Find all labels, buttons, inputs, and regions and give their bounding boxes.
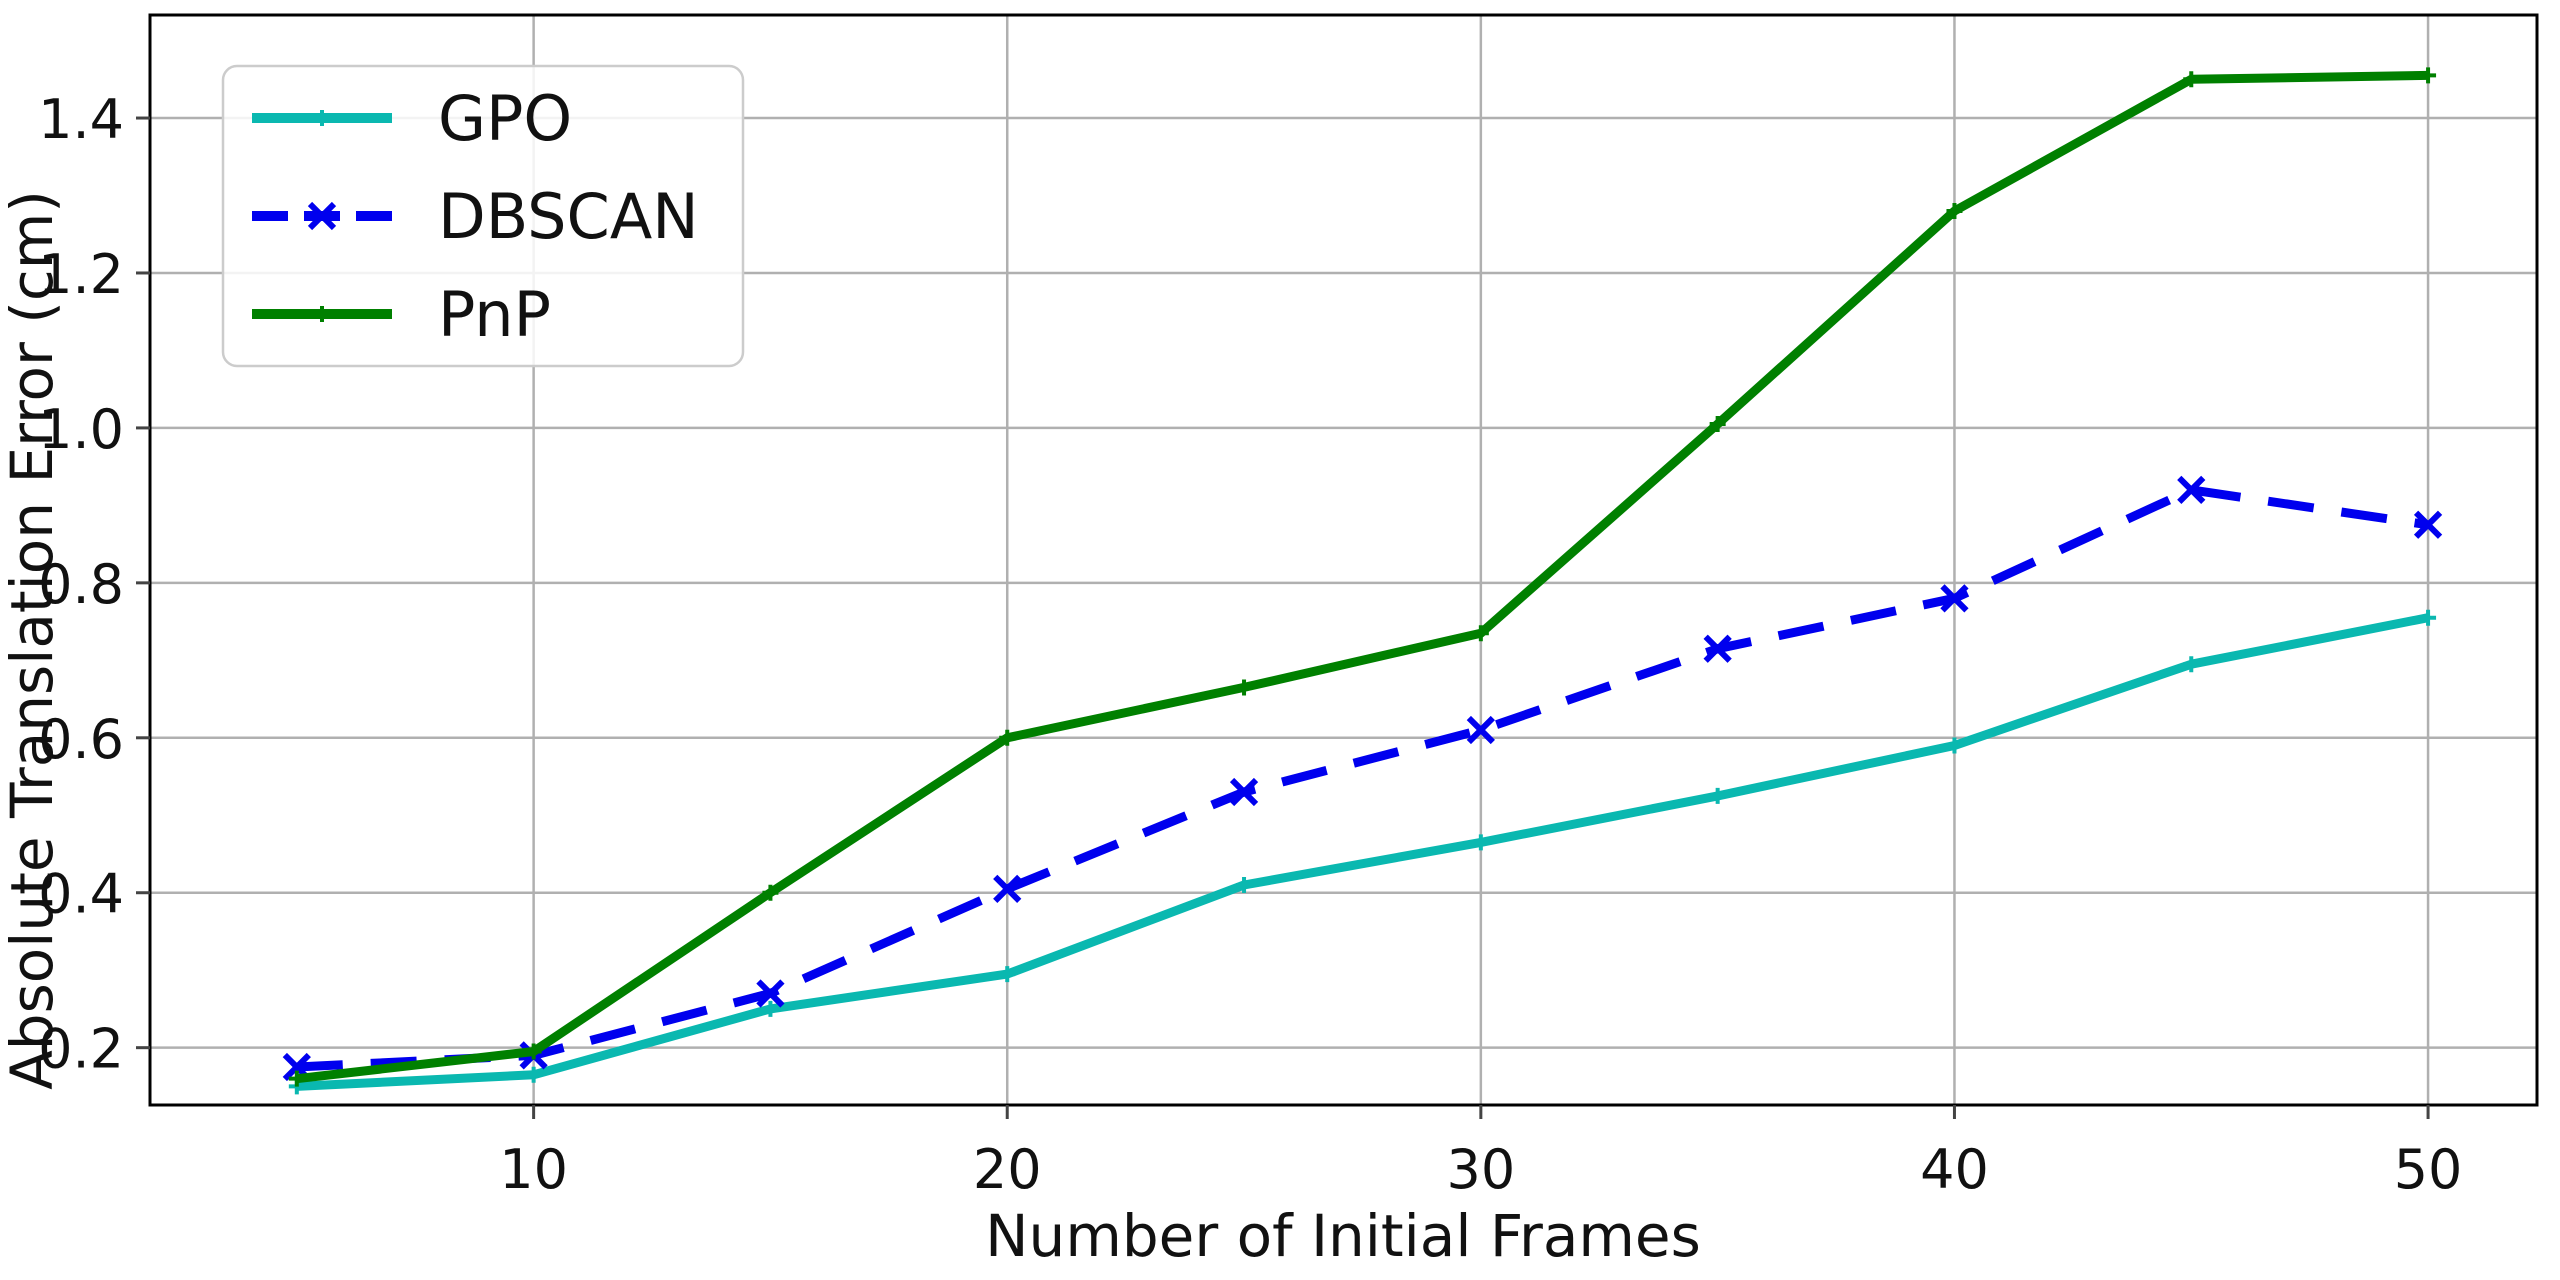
legend-box: [221, 64, 745, 368]
marker-plus: [288, 1070, 305, 1087]
x-tick-label-30: 30: [1446, 1138, 1515, 1201]
series-markers-GPO: [288, 609, 2437, 1095]
series-line-DBSCAN: [296, 485, 2429, 1072]
y-tick-label-1: 1.0: [38, 398, 124, 461]
marker-plus: [1709, 416, 1726, 433]
x-tick-label-20: 20: [973, 1138, 1042, 1201]
marker-plus: [1472, 834, 1489, 851]
marker-plus: [525, 1043, 542, 1060]
marker-x: [2177, 475, 2206, 505]
marker-x: [1703, 634, 1732, 663]
legend-item-PnP: PnP: [252, 278, 551, 351]
marker-plus: [999, 729, 1016, 746]
y-tick-label-0.2: 0.2: [38, 1018, 124, 1081]
marker-x: [2413, 510, 2443, 539]
x-axis-label: Number of Initial Frames: [985, 1202, 1701, 1270]
marker-plus: [999, 966, 1016, 983]
axes: [136, 13, 2539, 1119]
y-axis-label: Absolute Translation Error (cm): [0, 190, 66, 1090]
marker-plus: [1946, 737, 1963, 754]
plot-border: [148, 13, 2539, 1107]
marker-x: [1940, 584, 1969, 613]
tick-labels: 10 20 30 40 50 0.2 0.4 0.6 0.8 1.0 1.2 1.4: [38, 88, 2462, 1201]
marker-x: [1229, 777, 1259, 807]
marker-plus: [1472, 625, 1489, 642]
series-line-GPO: [296, 613, 2429, 1091]
legend-marker-GPO: [314, 110, 330, 126]
marker-x: [993, 874, 1022, 903]
x-tick-label-10: 10: [499, 1138, 568, 1201]
series-markers-PnP: [288, 67, 2437, 1087]
marker-plus: [1236, 679, 1253, 696]
marker-plus: [2420, 67, 2437, 84]
legend-marker-DBSCAN: [307, 201, 337, 231]
marker-plus: [2420, 609, 2437, 626]
series-PnP: [288, 67, 2437, 1087]
series-markers-DBSCAN: [282, 475, 2443, 1082]
y-tick-label-0.6: 0.6: [38, 708, 124, 771]
marker-plus: [762, 1000, 779, 1017]
x-tick-label-40: 40: [1920, 1138, 1989, 1201]
legend: GPO DBSCAN PnP: [221, 64, 745, 368]
x-tick-label-50: 50: [2394, 1138, 2463, 1201]
legend-label-PnP: PnP: [438, 278, 551, 351]
marker-x: [1466, 715, 1495, 745]
marker-plus: [2183, 71, 2200, 88]
series-DBSCAN: [282, 475, 2443, 1082]
marker-plus: [525, 1066, 542, 1083]
y-tick-label-1.4: 1.4: [38, 88, 124, 151]
marker-plus: [2183, 656, 2200, 673]
y-tick-label-1.2: 1.2: [38, 243, 124, 306]
marker-plus: [762, 884, 779, 901]
legend-label-GPO: GPO: [438, 82, 572, 155]
legend-label-DBSCAN: DBSCAN: [438, 180, 699, 253]
legend-item-GPO: GPO: [252, 82, 572, 155]
marker-plus: [1946, 202, 1963, 219]
legend-item-DBSCAN: DBSCAN: [252, 180, 699, 253]
marker-x: [756, 979, 785, 1008]
marker-plus: [1236, 876, 1253, 893]
marker-plus: [1709, 787, 1726, 804]
series-GPO: [288, 609, 2437, 1095]
data-series: [282, 67, 2443, 1095]
y-tick-label-0.4: 0.4: [38, 863, 124, 926]
legend-marker-PnP: [314, 306, 330, 322]
y-tick-label-0.8: 0.8: [38, 553, 124, 616]
series-line-PnP: [296, 70, 2429, 1084]
